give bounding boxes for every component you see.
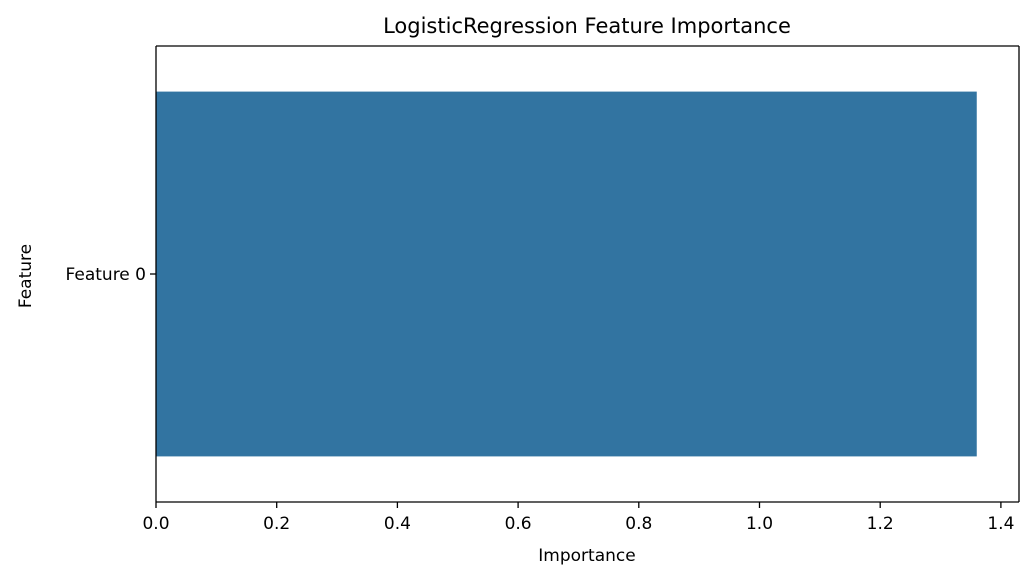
bars-layer [156, 91, 977, 457]
y-axis-ticks: Feature 0 [66, 265, 156, 285]
x-tick-label: 0.4 [384, 514, 411, 534]
y-axis-label: Feature [16, 244, 36, 308]
x-axis-ticks: 0.0 0.2 0.4 0.6 0.8 1.0 1.2 1.4 [142, 502, 1014, 534]
x-tick-label: 1.0 [746, 514, 773, 534]
x-tick-label: 1.4 [987, 514, 1014, 534]
y-tick-label: Feature 0 [66, 265, 146, 285]
x-tick-label: 0.0 [142, 514, 169, 534]
x-axis-label: Importance [538, 546, 635, 566]
x-tick-label: 1.2 [867, 514, 894, 534]
bar-feature-0 [156, 91, 977, 457]
x-tick-label: 0.8 [625, 514, 652, 534]
x-tick-label: 0.2 [263, 514, 290, 534]
chart-title: LogisticRegression Feature Importance [383, 14, 791, 38]
x-tick-label: 0.6 [505, 514, 532, 534]
